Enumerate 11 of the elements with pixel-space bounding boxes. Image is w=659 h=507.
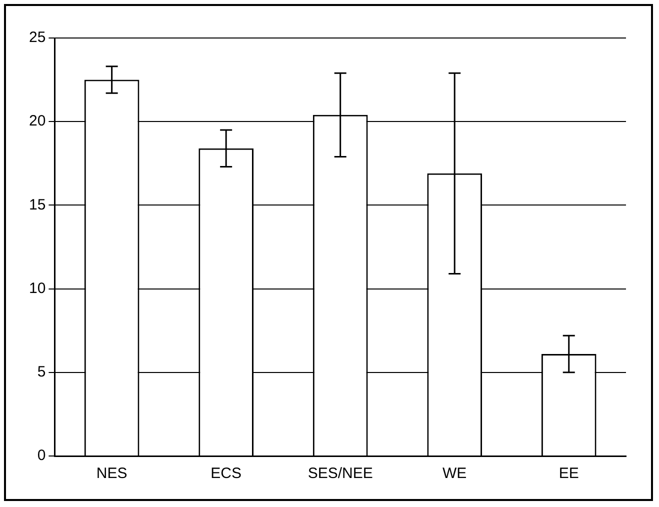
y-tick-label: 0 (37, 447, 46, 464)
x-tick-label: SES/NEE (308, 465, 373, 482)
y-tick-label: 20 (28, 112, 46, 130)
y-tick-label: 25 (28, 29, 46, 46)
y-tick-label: 10 (28, 280, 46, 297)
y-tick-label: 5 (37, 364, 46, 381)
x-tick-label: WE (442, 465, 467, 482)
y-tick-label: 15 (28, 196, 46, 214)
x-tick-label: EE (558, 465, 579, 482)
x-tick-label: ECS (210, 465, 242, 482)
x-tick-label: NES (96, 465, 128, 482)
